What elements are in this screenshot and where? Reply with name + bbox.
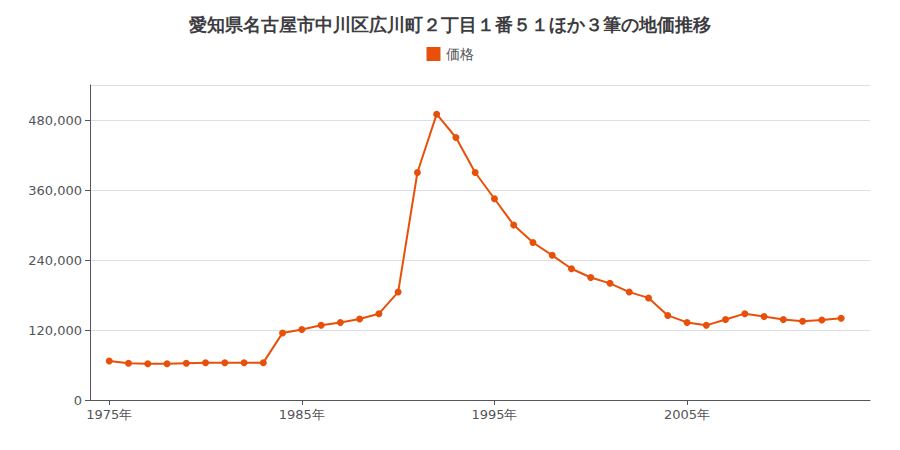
svg-text:1985年: 1985年 <box>279 407 325 422</box>
svg-text:価格: 価格 <box>446 46 474 62</box>
svg-text:480,000: 480,000 <box>28 113 82 128</box>
svg-text:240,000: 240,000 <box>28 253 82 268</box>
svg-text:120,000: 120,000 <box>28 323 82 338</box>
svg-text:360,000: 360,000 <box>28 183 82 198</box>
svg-text:1975年: 1975年 <box>86 407 132 422</box>
svg-text:0: 0 <box>74 393 82 408</box>
svg-text:1995年: 1995年 <box>471 407 517 422</box>
svg-text:愛知県名古屋市中川区広川町２丁目１番５１ほか３筆の地価推移: 愛知県名古屋市中川区広川町２丁目１番５１ほか３筆の地価推移 <box>189 14 711 35</box>
svg-text:2005年: 2005年 <box>664 407 710 422</box>
